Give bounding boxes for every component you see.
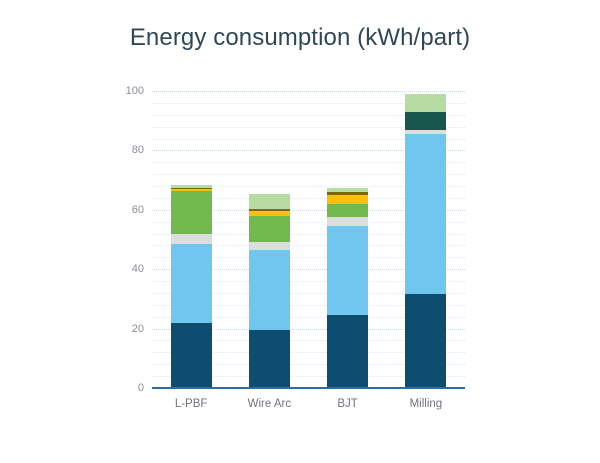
y-axis-tick-label: 20 bbox=[131, 322, 144, 335]
gridline-minor bbox=[152, 281, 465, 283]
axis-baseline-x bbox=[152, 387, 465, 389]
gridline-minor bbox=[152, 126, 465, 128]
bar-segment-series-1-navy[interactable] bbox=[405, 294, 447, 388]
y-axis-tick-label: 40 bbox=[131, 263, 144, 276]
x-axis-tick-label-wire-arc: Wire Arc bbox=[247, 398, 292, 410]
x-axis-tick-label-milling: Milling bbox=[409, 398, 443, 410]
bar-segment-series-2-light-blue[interactable] bbox=[170, 243, 212, 323]
gridline-minor bbox=[152, 174, 465, 176]
gridline-minor bbox=[152, 316, 465, 318]
plot-area bbox=[152, 91, 465, 389]
y-axis-tick-label: 60 bbox=[131, 203, 144, 216]
bar-milling[interactable] bbox=[405, 94, 447, 388]
gridline-major bbox=[152, 328, 465, 330]
bar-segment-series-8-light-green[interactable] bbox=[405, 94, 447, 112]
gridline-minor bbox=[152, 245, 465, 247]
bar-segment-series-3-light-gray[interactable] bbox=[170, 233, 212, 244]
gridline-minor bbox=[152, 376, 465, 378]
gridline-minor bbox=[152, 138, 465, 140]
bar-segment-series-3-light-gray[interactable] bbox=[327, 217, 369, 227]
bar-segment-series-2-light-blue[interactable] bbox=[405, 134, 447, 295]
gridline-minor bbox=[152, 197, 465, 199]
gridline-major bbox=[152, 269, 465, 271]
chart-title: Energy consumption (kWh/part) bbox=[129, 24, 471, 51]
gridline-minor bbox=[152, 102, 465, 104]
gridline-minor bbox=[152, 340, 465, 342]
bar-wire-arc[interactable] bbox=[248, 194, 290, 388]
gridline-minor bbox=[152, 233, 465, 235]
x-axis-tick-label-l-pbf: L-PBF bbox=[174, 398, 208, 410]
bar-segment-series-6-dark-olive[interactable] bbox=[170, 187, 212, 190]
gridline-minor bbox=[152, 186, 465, 188]
bar-segment-series-8-light-green[interactable] bbox=[248, 194, 290, 210]
bar-segment-series-6-dark-olive[interactable] bbox=[327, 192, 369, 195]
bar-segment-series-8-light-green[interactable] bbox=[170, 184, 212, 188]
gridline-minor bbox=[152, 257, 465, 259]
y-axis-tick-label: 100 bbox=[125, 85, 144, 97]
y-axis-tick-label: 80 bbox=[131, 144, 144, 157]
gridline-major bbox=[152, 150, 465, 152]
bar-segment-series-5-gold[interactable] bbox=[170, 189, 212, 191]
bar-segment-series-3-light-gray[interactable] bbox=[405, 129, 447, 135]
gridline-minor bbox=[152, 292, 465, 294]
gridline-minor bbox=[152, 304, 465, 306]
gridline-major bbox=[152, 91, 465, 92]
x-axis-tick-label-bjt: BJT bbox=[337, 398, 358, 410]
bar-segment-series-1-navy[interactable] bbox=[327, 315, 369, 388]
y-axis-tick-label: 0 bbox=[137, 382, 144, 394]
bar-bjt[interactable] bbox=[327, 187, 369, 388]
gridline-minor bbox=[152, 162, 465, 164]
bar-segment-series-1-navy[interactable] bbox=[248, 330, 290, 388]
bar-segment-series-3-light-gray[interactable] bbox=[248, 242, 290, 250]
gridline-minor bbox=[152, 364, 465, 366]
bar-segment-series-4-green[interactable] bbox=[248, 215, 290, 243]
bar-segment-series-6-dark-olive[interactable] bbox=[248, 209, 290, 212]
bar-segment-series-8-light-green[interactable] bbox=[327, 187, 369, 193]
bar-segment-series-5-gold[interactable] bbox=[327, 194, 369, 204]
gridline-minor bbox=[152, 221, 465, 223]
bar-l-pbf[interactable] bbox=[170, 184, 212, 388]
bar-segment-series-4-green[interactable] bbox=[170, 190, 212, 234]
bar-segment-series-2-light-blue[interactable] bbox=[327, 226, 369, 316]
gridline-major bbox=[152, 209, 465, 211]
bar-segment-series-5-gold[interactable] bbox=[248, 211, 290, 216]
bar-segment-series-4-green[interactable] bbox=[327, 203, 369, 218]
gridline-minor bbox=[152, 352, 465, 354]
bar-segment-series-2-light-blue[interactable] bbox=[248, 249, 290, 331]
bar-segment-series-1-navy[interactable] bbox=[170, 322, 212, 388]
bar-segment-series-7-dark-teal[interactable] bbox=[405, 111, 447, 130]
gridline-minor bbox=[152, 114, 465, 116]
